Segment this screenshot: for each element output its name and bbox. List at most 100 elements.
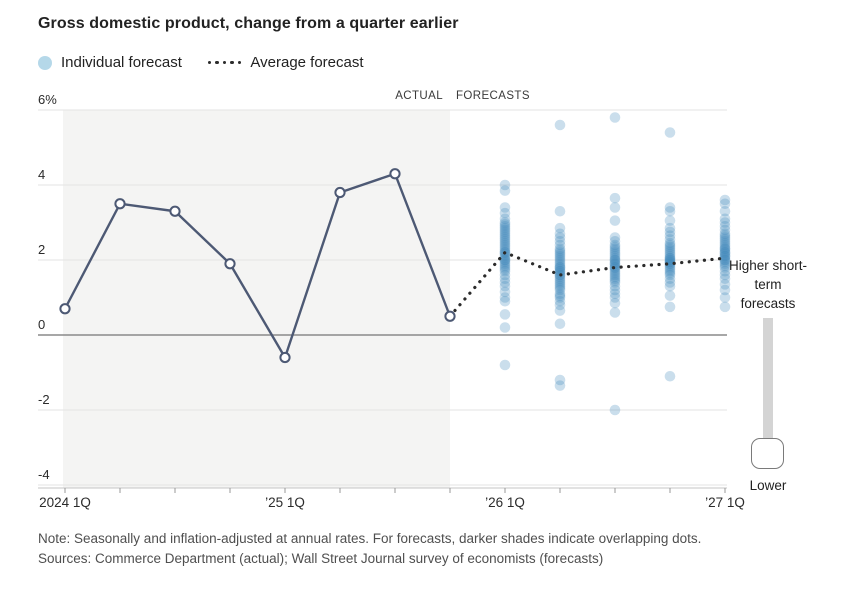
- individual-forecast-dot: [664, 269, 676, 281]
- individual-forecast-dot: [609, 247, 621, 258]
- individual-forecast-dot: [554, 254, 566, 266]
- individual-forecast-dot: [499, 252, 511, 264]
- actual-period-shading: [63, 110, 450, 488]
- individual-forecast-dot: [664, 252, 676, 264]
- y-axis-label: 6%: [38, 92, 57, 107]
- individual-forecast-dot: [554, 232, 566, 243]
- actual-gdp-marker: [334, 186, 346, 199]
- individual-forecast-dot: [499, 224, 511, 236]
- individual-forecast-dot: [499, 292, 511, 303]
- individual-forecast-dot: [664, 241, 676, 253]
- individual-forecast-dot: [609, 241, 621, 253]
- individual-forecast-dot: [719, 284, 731, 296]
- individual-forecast-dot: [499, 309, 511, 320]
- individual-forecast-dot: [609, 284, 621, 296]
- individual-forecast-dot: [554, 288, 566, 300]
- y-axis-label: -4: [38, 467, 50, 482]
- x-axis-label: ’25 1Q: [265, 495, 305, 510]
- individual-forecast-dot: [664, 215, 676, 226]
- individual-forecast-dot: [554, 222, 566, 234]
- individual-forecast-dot: [554, 290, 566, 301]
- forecasts-region-label: FORECASTS: [456, 90, 530, 102]
- individual-forecast-dot: [719, 235, 731, 247]
- individual-forecast-dot: [664, 247, 676, 258]
- individual-forecast-dot: [499, 232, 511, 243]
- individual-forecast-dot: [664, 127, 676, 138]
- individual-forecast-dot: [664, 277, 676, 288]
- actual-gdp-marker: [169, 205, 181, 217]
- individual-forecast-dot: [554, 235, 566, 247]
- individual-forecast-dot: [499, 254, 511, 266]
- individual-forecast-dot: [664, 370, 676, 382]
- y-axis-label: 4: [38, 167, 45, 182]
- individual-forecast-dot: [499, 262, 511, 273]
- individual-forecast-dot: [609, 215, 621, 226]
- individual-forecast-dot: [664, 250, 676, 262]
- individual-forecast-dot: [609, 245, 621, 256]
- individual-forecast-dot: [499, 237, 511, 249]
- individual-forecast-dot: [554, 277, 566, 288]
- individual-forecast-dot: [554, 262, 566, 273]
- individual-forecast-dot: [554, 265, 566, 277]
- x-axis-label: ’27 1Q: [705, 495, 745, 510]
- individual-forecast-dot: [499, 219, 511, 230]
- x-axis-label: ’26 1Q: [485, 495, 525, 510]
- individual-forecast-dot: [554, 205, 566, 217]
- individual-forecast-dot: [499, 264, 511, 275]
- individual-forecast-dot: [664, 243, 676, 255]
- individual-forecast-dot: [719, 265, 731, 277]
- individual-forecast-dot: [719, 241, 731, 253]
- slider-lower-label: Lower: [749, 478, 787, 493]
- individual-forecast-dot: [499, 269, 511, 281]
- individual-forecast-dot: [664, 234, 676, 245]
- individual-forecast-dot: [499, 241, 511, 253]
- individual-forecast-dot: [499, 202, 511, 213]
- individual-forecast-dot: [719, 243, 731, 255]
- individual-forecast-dot: [499, 228, 511, 240]
- individual-forecast-dot: [719, 213, 731, 225]
- individual-forecast-dot: [499, 185, 511, 196]
- individual-forecast-dot: [664, 290, 676, 301]
- individual-forecast-dot: [664, 202, 676, 213]
- individual-forecast-dot: [554, 275, 566, 286]
- individual-forecast-dot: [664, 258, 676, 270]
- individual-forecast-dot: [719, 224, 731, 236]
- individual-forecast-dot: [499, 250, 511, 262]
- average-forecast-dotted-line-icon: [207, 60, 242, 65]
- actual-gdp-marker: [224, 258, 236, 270]
- individual-forecast-dot: [499, 256, 511, 268]
- individual-forecast-dot: [719, 230, 731, 241]
- x-axis-label: 2024 1Q: [39, 495, 91, 510]
- y-axis-label: 2: [38, 242, 45, 257]
- individual-forecast-dot: [664, 239, 676, 251]
- individual-forecast-dot: [719, 301, 731, 313]
- individual-forecast-dot: [499, 273, 511, 285]
- individual-forecast-dot: [719, 245, 731, 256]
- individual-forecast-dot: [719, 279, 731, 290]
- individual-forecast-dot: [719, 269, 731, 281]
- individual-forecast-dot: [609, 277, 621, 288]
- individual-forecast-dot: [664, 245, 676, 256]
- individual-forecast-dot: [499, 234, 511, 245]
- individual-forecast-dot: [719, 234, 731, 245]
- individual-forecast-dot: [609, 297, 621, 309]
- individual-forecast-dot: [719, 247, 731, 258]
- individual-forecast-dot: [664, 280, 676, 292]
- average-forecast-line: [448, 250, 727, 318]
- individual-forecast-dot: [719, 237, 731, 249]
- individual-forecast-dot: [609, 288, 621, 300]
- legend-item-individual-forecast: Individual forecast: [38, 54, 182, 71]
- individual-forecast-dot: [554, 262, 566, 273]
- forecast-slider-handle[interactable]: [751, 438, 784, 469]
- individual-forecast-dot: [499, 230, 511, 241]
- individual-forecast-dot: [664, 265, 676, 277]
- individual-forecast-dot: [719, 256, 731, 268]
- individual-forecast-dot: [719, 194, 731, 206]
- individual-forecast-dot: [554, 249, 566, 260]
- individual-forecast-dot: [719, 205, 731, 217]
- individual-forecast-dot: [609, 258, 621, 270]
- individual-forecast-dot: [499, 322, 511, 333]
- individual-forecast-dot: [609, 192, 621, 204]
- individual-forecast-dot: [499, 226, 511, 238]
